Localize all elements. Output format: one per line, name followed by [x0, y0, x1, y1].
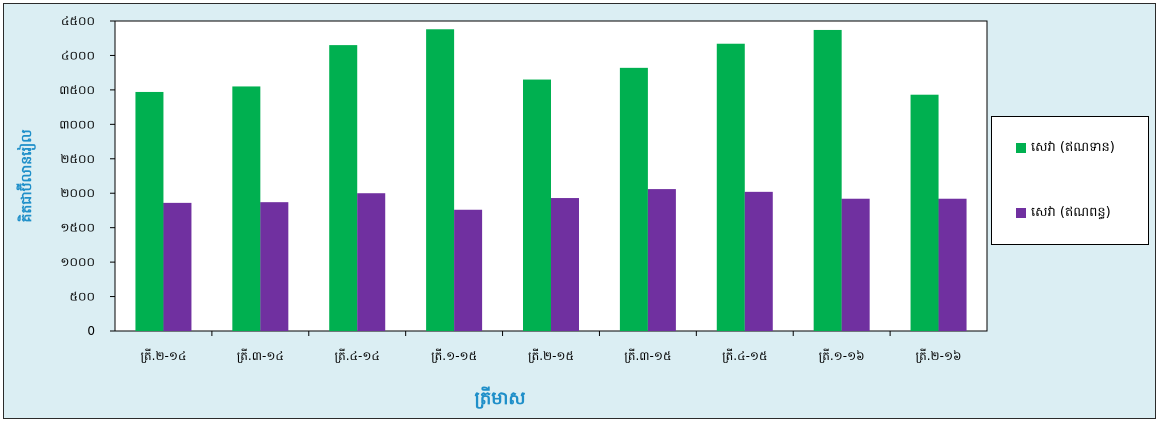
bar-series-2	[647, 189, 676, 331]
x-tick-label: ត្រី.៣-១៤	[237, 348, 284, 363]
bar-series-1	[716, 43, 745, 331]
x-tick-label: ត្រី.៤-១៤	[335, 348, 380, 363]
x-tick-label: ត្រី.២-១៤	[140, 348, 186, 363]
bar-series-1	[813, 29, 842, 331]
legend-label-series-1: សេវា (ឥណទាន)	[1031, 139, 1115, 155]
y-axis-title: គិតជាប៊ីលានរៀល	[16, 129, 36, 222]
y-axis: 0 ៥០០ ១០០០ ១៥០០ ២០០០ ២៥០០ ៣០០០ ៣៥០០ ៤០០០ ៤៥០០	[59, 14, 115, 338]
y-tick-label: ៥០០	[70, 290, 96, 304]
bar-series-2	[938, 198, 967, 331]
bar-series-2	[551, 198, 579, 331]
bar-series-2	[841, 198, 870, 331]
y-tick-label: ៣០០០	[59, 117, 95, 131]
x-tick-label: ត្រី.៣-១៥	[624, 348, 671, 363]
bar-series-2	[163, 202, 192, 331]
legend-label-series-2: សេវា (ឥណពន្ធ)	[1031, 204, 1111, 220]
legend-swatch-series-1	[1016, 143, 1026, 153]
legend-item-series-2: សេវា (ឥណពន្ធ)	[1016, 205, 1111, 221]
bar-series-1	[329, 45, 358, 331]
bars	[135, 29, 967, 332]
bar-series-1	[135, 91, 164, 331]
bar-series-1	[426, 29, 455, 332]
y-tick-label: ១០០០	[60, 255, 95, 269]
legend-item-series-1: សេវា (ឥណទាន)	[1016, 140, 1115, 156]
x-tick-label: ត្រី.៤-១៥	[722, 348, 767, 363]
x-tick-label: ត្រី.១-១៥	[431, 348, 477, 363]
legend-swatch-series-2	[1016, 208, 1026, 218]
bar-series-2	[454, 209, 483, 331]
x-axis-title: ត្រីមាស	[474, 386, 525, 409]
bar-series-2	[260, 202, 289, 331]
x-tick-label: ត្រី.២-១៥	[528, 348, 574, 363]
bar-series-1	[232, 86, 261, 331]
bar-series-1	[619, 67, 648, 331]
x-tick-label: ត្រី.២-១៦	[916, 348, 962, 363]
bar-series-1	[523, 79, 551, 331]
x-tick-label: ត្រី.១-១៦	[819, 348, 865, 363]
y-tick-label: ១៥០០	[60, 221, 95, 235]
y-tick-label: ២០០០	[60, 186, 95, 200]
bar-series-2	[357, 193, 386, 331]
x-axis: ត្រី.២-១៤ ត្រី.៣-១៤ ត្រី.៤-១៤ ត្រី.១-១៥ ត្រី…	[140, 331, 962, 363]
legend: សេវា (ឥណទាន) សេវា (ឥណពន្ធ)	[991, 116, 1149, 245]
bar-series-2	[744, 191, 773, 331]
y-tick-label: 0	[87, 324, 95, 338]
y-tick-label: ៤៥០០	[61, 14, 95, 28]
y-tick-label: ៣៥០០	[59, 83, 95, 97]
y-tick-label: ៤០០០	[61, 48, 95, 62]
bar-series-1	[910, 94, 939, 331]
y-tick-label: ២៥០០	[60, 152, 95, 166]
